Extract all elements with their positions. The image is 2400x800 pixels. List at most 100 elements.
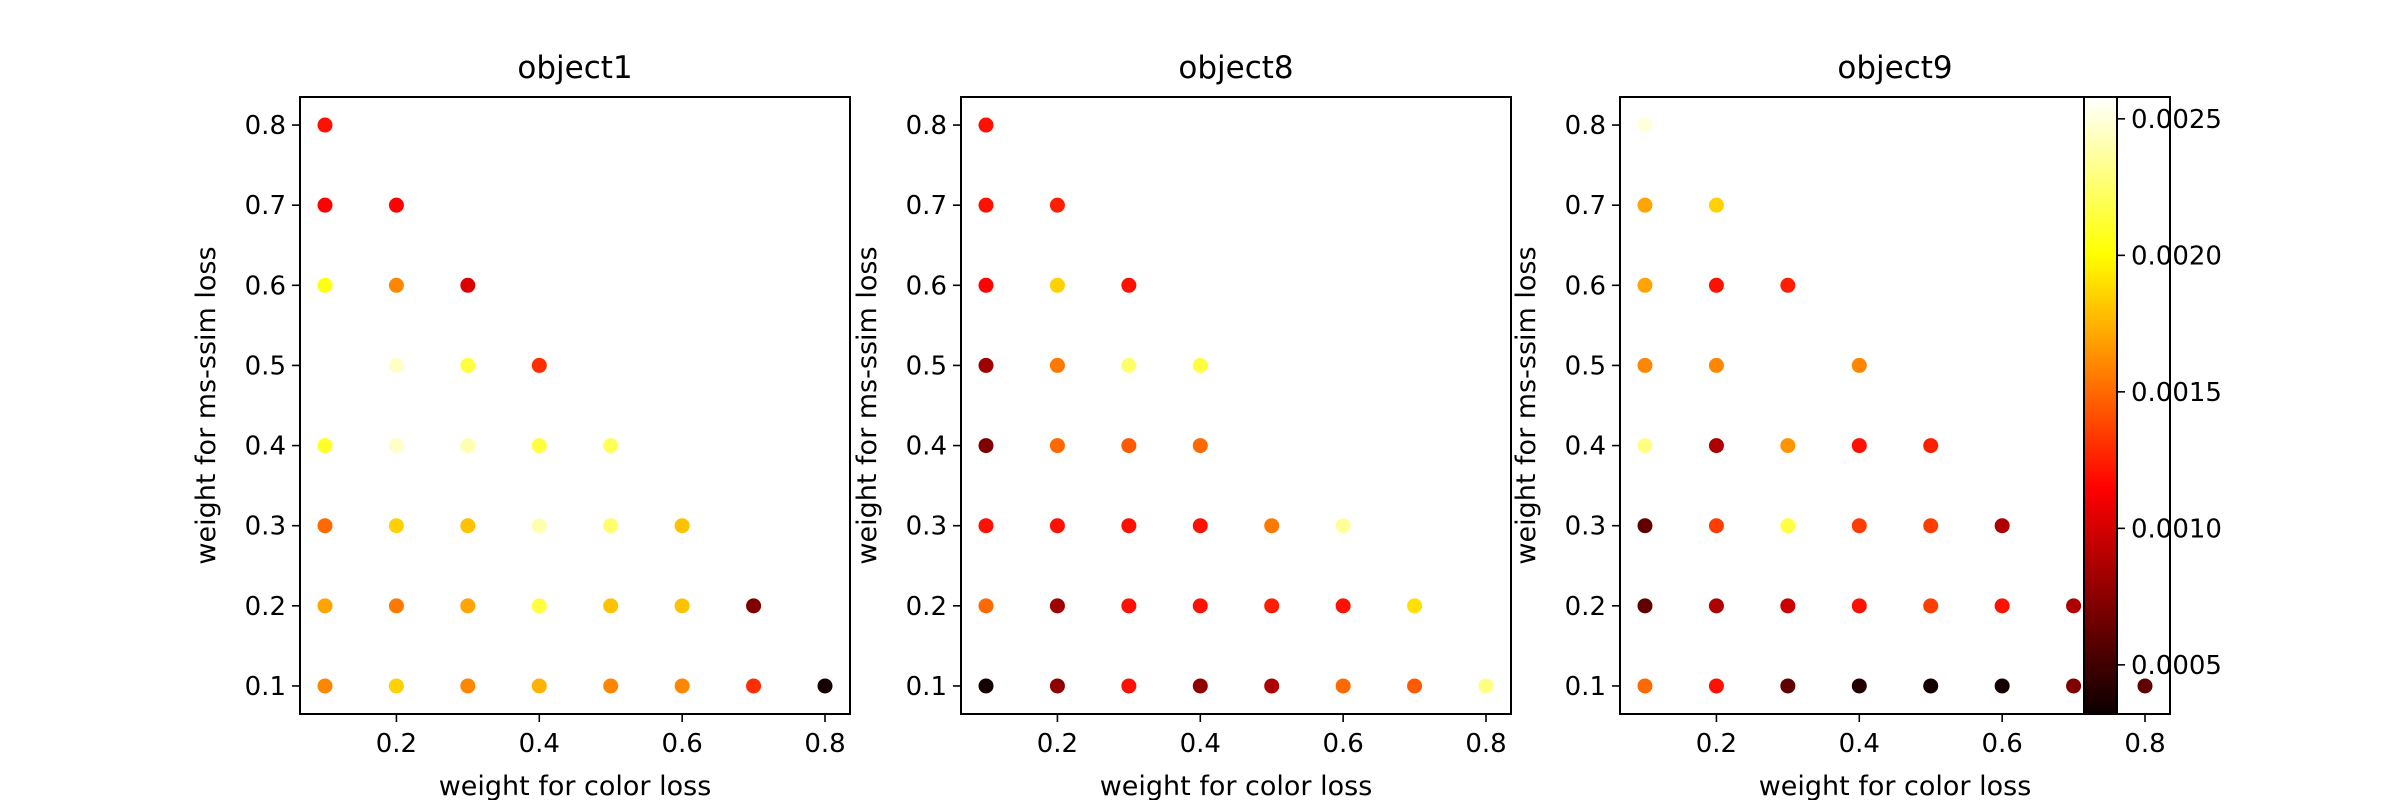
scatter-point (978, 678, 994, 694)
scatter-point (1637, 117, 1653, 133)
scatter-point (1708, 357, 1724, 373)
scatter-point (978, 438, 994, 454)
scatter-point (1994, 518, 2010, 534)
x-tick-label: 0.2 (1696, 729, 1737, 759)
scatter-point (1708, 518, 1724, 534)
scatter-point (388, 518, 404, 534)
scatter-point (1192, 357, 1208, 373)
y-tick-label: 0.1 (245, 672, 286, 702)
scatter-point (1049, 598, 1065, 614)
scatter-point (1780, 598, 1796, 614)
x-axis-label: weight for color loss (439, 771, 712, 800)
scatter-point (317, 197, 333, 213)
scatter-point (978, 518, 994, 534)
y-tick-label: 0.8 (906, 111, 947, 141)
scatter-point (1637, 678, 1653, 694)
scatter-point (978, 277, 994, 293)
scatter-point (1121, 598, 1137, 614)
scatter-point (1851, 678, 1867, 694)
scatter-point (531, 518, 547, 534)
scatter-point (1851, 518, 1867, 534)
scatter-point (746, 678, 762, 694)
scatter-point (1121, 678, 1137, 694)
scatter-point (1049, 357, 1065, 373)
scatter-point (1049, 438, 1065, 454)
y-tick-label: 0.4 (1565, 432, 1606, 462)
y-tick-label: 0.8 (1565, 111, 1606, 141)
x-tick-label: 0.6 (1981, 729, 2022, 759)
scatter-point (388, 438, 404, 454)
scatter-point (1407, 598, 1423, 614)
panels: 0.2 0.4 0.6 0.8 0.1 0.2 0.3 0.4 0.5 0.6 0.7 0.8 obje… (191, 50, 2171, 800)
scatter-point (746, 598, 762, 614)
scatter-point (1407, 678, 1423, 694)
scatter-point (1335, 598, 1351, 614)
scatter-point (1335, 678, 1351, 694)
scatter-point (460, 357, 476, 373)
plot-frame (960, 96, 1512, 715)
colorbar: 0.0005 0.0010 0.0015 0.0020 0.0025 (2083, 96, 2222, 715)
scatter-point (388, 598, 404, 614)
y-tick-label: 0.1 (1565, 672, 1606, 702)
scatter-point (460, 518, 476, 534)
scatter-point (1335, 518, 1351, 534)
scatter-point (1637, 357, 1653, 373)
scatter-point (1708, 277, 1724, 293)
scatter-point (1780, 438, 1796, 454)
y-tick-label: 0.4 (245, 432, 286, 462)
colorbar-frame (2083, 96, 2118, 715)
scatter-point (1780, 678, 1796, 694)
plot-frame (299, 96, 851, 715)
scatter-point (1192, 678, 1208, 694)
subplot-2: 0.2 0.4 0.6 0.8 0.1 0.2 0.3 0.4 0.5 0.6 0.7 0.8 obje… (852, 50, 1512, 800)
y-tick-label: 0.5 (1565, 351, 1606, 381)
scatter-point (1994, 598, 2010, 614)
scatter-point (978, 598, 994, 614)
scatter-point (1049, 197, 1065, 213)
scatter-point (531, 678, 547, 694)
scatter-point (388, 678, 404, 694)
y-tick-label: 0.5 (245, 351, 286, 381)
scatter-points (1637, 117, 2153, 694)
scatter-point (603, 438, 619, 454)
scatter-point (817, 678, 833, 694)
scatter-point (1780, 277, 1796, 293)
scatter-point (674, 518, 690, 534)
scatter-point (1049, 277, 1065, 293)
scatter-point (978, 357, 994, 373)
y-tick-label: 0.1 (906, 672, 947, 702)
scatter-points (978, 117, 1494, 694)
scatter-point (1049, 518, 1065, 534)
scatter-point (1923, 678, 1939, 694)
scatter-point (1923, 598, 1939, 614)
scatter-point (388, 197, 404, 213)
colorbar-tick-label: 0.0025 (2131, 105, 2222, 135)
colorbar-tick-label: 0.0010 (2131, 514, 2222, 544)
scatter-point (1637, 598, 1653, 614)
y-axis-label: weight for ms-ssim loss (191, 246, 222, 564)
scatter-point (1192, 518, 1208, 534)
scatter-point (317, 277, 333, 293)
scatter-point (1121, 518, 1137, 534)
y-tick-label: 0.3 (906, 512, 947, 542)
scatter-point (1478, 678, 1494, 694)
y-axis-label: weight for ms-ssim loss (1511, 246, 1542, 564)
scatter-point (1637, 518, 1653, 534)
colorbar-tick-label: 0.0005 (2131, 651, 2222, 681)
scatter-point (1264, 678, 1280, 694)
scatter-point (531, 357, 547, 373)
x-tick-label: 0.6 (1322, 729, 1363, 759)
scatter-point (1923, 518, 1939, 534)
y-tick-label: 0.2 (906, 592, 947, 622)
x-tick-label: 0.8 (804, 729, 845, 759)
y-tick-label: 0.6 (245, 271, 286, 301)
y-tick-label: 0.7 (1565, 191, 1606, 221)
scatter-point (2066, 678, 2082, 694)
subplot-1: 0.2 0.4 0.6 0.8 0.1 0.2 0.3 0.4 0.5 0.6 0.7 0.8 obje… (191, 50, 851, 800)
scatter-points (317, 117, 833, 694)
subplot-3: 0.2 0.4 0.6 0.8 0.1 0.2 0.3 0.4 0.5 0.6 0.7 0.8 obje… (1511, 50, 2171, 800)
scatter-point (388, 357, 404, 373)
x-axis-label: weight for color loss (1759, 771, 2032, 800)
scatter-point (1049, 678, 1065, 694)
scatter-point (1121, 357, 1137, 373)
